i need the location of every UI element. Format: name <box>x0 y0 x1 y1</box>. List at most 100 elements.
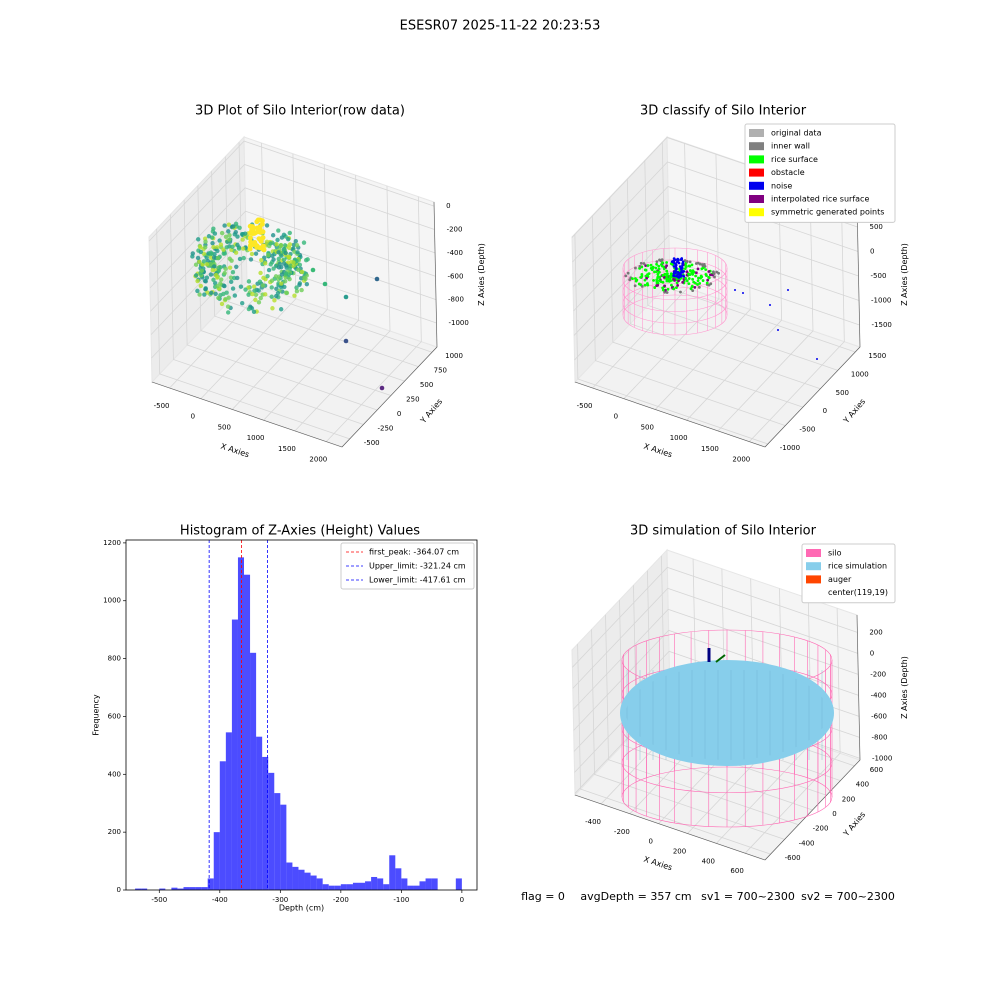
x-tick-label: -500 <box>151 896 167 904</box>
x-axis-label: X Axies <box>643 442 674 460</box>
x-tick-label: 400 <box>702 857 715 865</box>
point-cloud <box>688 269 692 272</box>
point-cloud <box>705 274 708 278</box>
point-cloud <box>281 257 287 262</box>
grid-line <box>591 629 785 840</box>
bar <box>219 761 226 890</box>
bar <box>268 772 275 890</box>
point-cloud <box>654 266 658 270</box>
x-axis-line <box>574 794 766 861</box>
z-tick-label: -1000 <box>871 296 891 304</box>
z-tick-label: -1000 <box>872 754 892 762</box>
point-cloud <box>272 298 277 303</box>
grid-line <box>156 228 350 440</box>
point-cloud <box>287 230 292 236</box>
y-tick-label: -400 <box>799 839 815 847</box>
z-tick-label: -200 <box>870 670 886 678</box>
point-cloud <box>707 270 711 273</box>
grid-line <box>263 175 360 421</box>
legend-swatch <box>806 549 821 557</box>
bar <box>425 878 432 890</box>
point-cloud <box>263 261 268 266</box>
grid-line <box>197 185 392 396</box>
z-tick-label: -1500 <box>872 321 892 329</box>
footer-text: sv1 = 700~2300 <box>701 890 795 903</box>
point-cloud <box>777 329 779 331</box>
point-cloud <box>213 291 218 297</box>
point-cloud <box>653 286 657 289</box>
point-cloud <box>243 287 248 292</box>
plot-frame <box>125 539 478 891</box>
point-cloud <box>282 284 287 290</box>
point-cloud <box>197 259 202 264</box>
point-cloud <box>204 262 210 267</box>
point-cloud <box>266 252 271 258</box>
point-cloud <box>655 260 659 264</box>
point-cloud <box>199 268 205 273</box>
bar <box>316 878 323 890</box>
point-cloud <box>734 289 736 291</box>
grid-line <box>200 153 297 400</box>
z-tick-label: 500 <box>870 223 883 231</box>
point-cloud <box>626 271 630 275</box>
grid-line <box>294 185 391 432</box>
point-cloud <box>252 240 258 246</box>
point-cloud <box>647 272 651 275</box>
point-cloud <box>322 281 328 287</box>
point-cloud <box>678 271 681 275</box>
point-cloud <box>679 275 682 278</box>
footer-text: sv2 = 700~2300 <box>801 890 895 903</box>
point-cloud <box>222 223 227 228</box>
point-cloud <box>696 267 700 271</box>
legend-swatch <box>749 142 764 151</box>
z-tick-label: -800 <box>448 296 464 304</box>
point-cloud <box>643 278 647 282</box>
legend-label: obstacle <box>771 168 805 177</box>
point-cloud <box>698 282 702 285</box>
grid-line <box>572 566 858 668</box>
point-cloud <box>292 293 297 298</box>
y-axis-line <box>764 759 861 861</box>
point-cloud <box>256 300 262 305</box>
point-cloud <box>223 234 229 240</box>
z-tick-label: -200 <box>447 225 463 233</box>
y-tick-label: -250 <box>377 424 393 432</box>
y-tick-label: 750 <box>434 367 447 375</box>
point-cloud <box>705 281 709 285</box>
point-cloud <box>227 237 232 242</box>
y-tick-label: 1500 <box>868 352 886 360</box>
grid-line <box>224 156 419 368</box>
bar <box>431 878 438 890</box>
point-cloud <box>694 274 697 278</box>
rice-surface <box>620 660 834 766</box>
point-cloud <box>673 262 676 265</box>
legend-swatch <box>749 155 764 164</box>
point-cloud <box>271 257 276 262</box>
point-cloud <box>247 246 253 252</box>
legend-label: Lower_limit: -417.61 cm <box>369 576 466 585</box>
y-tick-label: 1000 <box>103 597 121 605</box>
point-cloud <box>222 270 227 276</box>
bar <box>171 887 178 890</box>
point-cloud <box>249 251 255 257</box>
point-cloud <box>201 259 207 264</box>
x-tick-label: 0 <box>191 413 195 421</box>
grid-line <box>149 187 436 289</box>
point-cloud <box>284 290 290 296</box>
z-tick-label: -1000 <box>449 319 469 327</box>
point-cloud <box>816 358 818 360</box>
point-cloud <box>669 274 673 277</box>
z-tick-label: -600 <box>448 272 464 280</box>
point-cloud <box>707 276 711 280</box>
point-cloud <box>261 247 267 253</box>
x-axis-label: X Axies <box>643 855 674 873</box>
x-tick-label: 1000 <box>247 434 265 442</box>
point-cloud <box>702 263 706 266</box>
point-cloud <box>294 243 300 248</box>
x-tick-label: 500 <box>641 423 654 431</box>
bar <box>389 855 396 890</box>
legend-label: silo <box>828 549 842 558</box>
point-cloud <box>235 275 240 281</box>
point-cloud <box>302 275 307 281</box>
point-cloud <box>304 281 310 287</box>
